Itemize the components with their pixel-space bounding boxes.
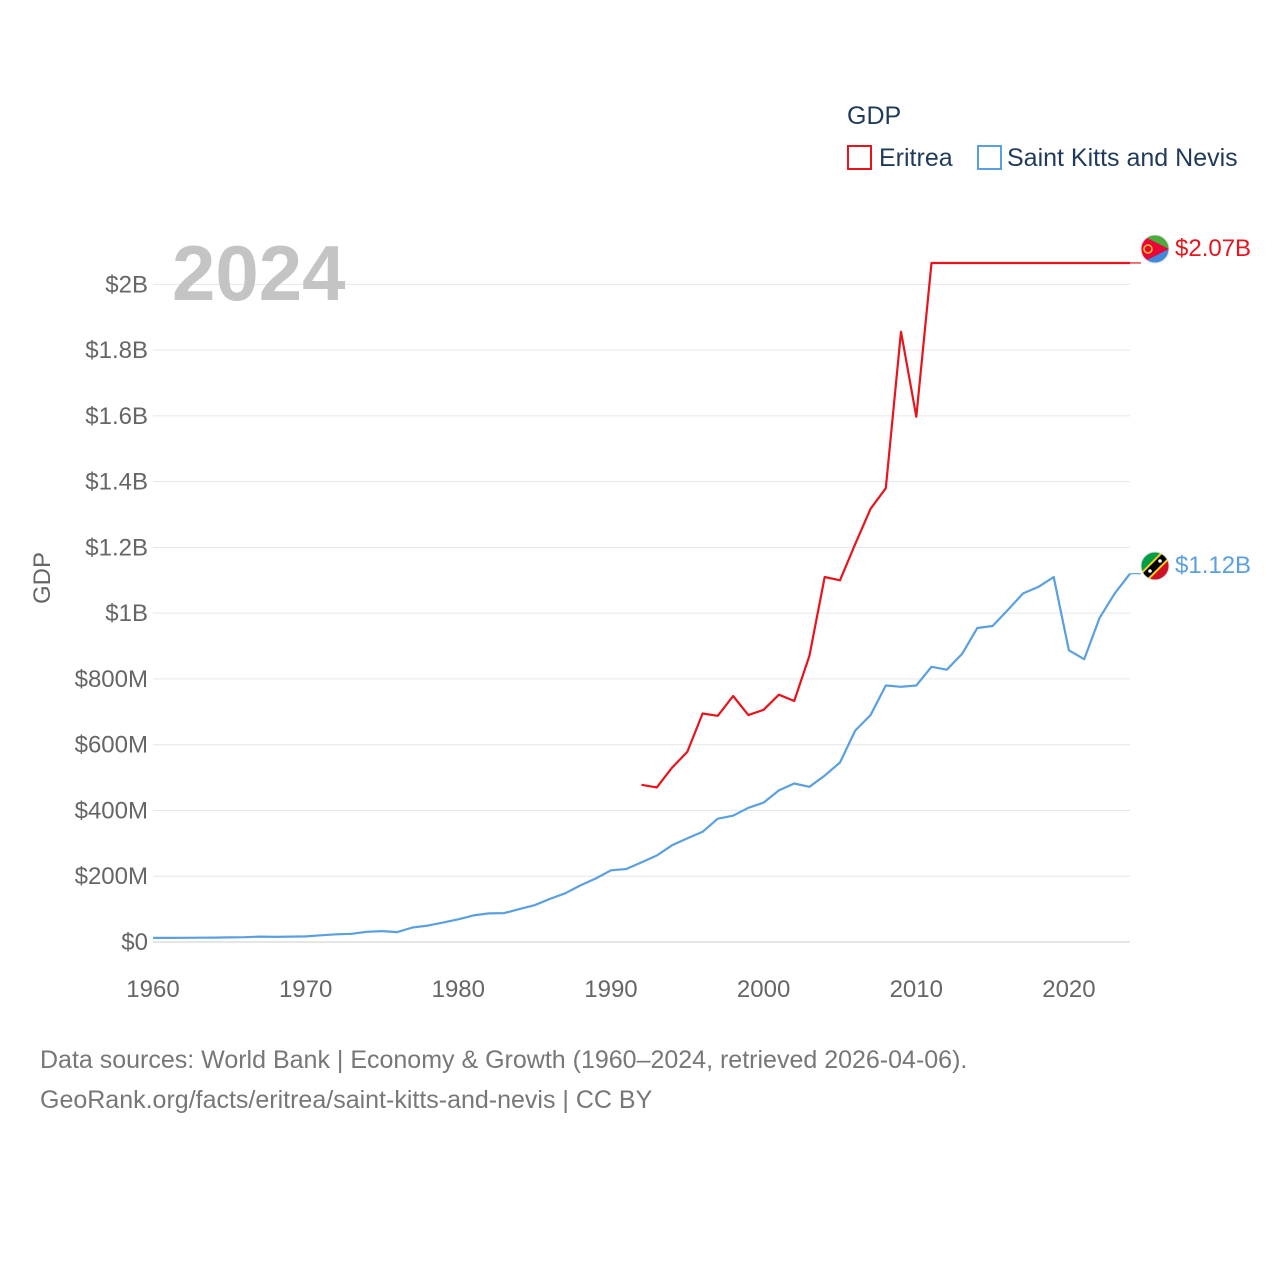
source-url[interactable]: GeoRank.org/facts/eritrea/saint-kitts-an…: [40, 1086, 653, 1114]
series-lines: [153, 261, 1141, 940]
saint-kitts-and-nevis-end-value-label: $1.12B: [1175, 552, 1251, 579]
y-tick-label: $1B: [105, 600, 148, 627]
data-source-note: Data sources: World Bank | Economy & Gro…: [40, 1046, 968, 1074]
x-tick-label: 2010: [890, 976, 943, 1003]
legend[interactable]: GDP Eritrea Saint Kitts and Nevis: [847, 102, 1238, 172]
y-tick-label: $600M: [75, 732, 148, 759]
saint-kitts-and-nevis-flag-icon: [1140, 551, 1170, 581]
current-year-label: 2024: [172, 229, 346, 317]
legend-item-eritrea[interactable]: Eritrea: [847, 144, 953, 172]
x-tick-label: 2000: [737, 976, 790, 1003]
legend-title: GDP: [847, 102, 901, 130]
gdp-line-chart: $0 $200M $400M $600M $800M $1B $1.2B $1.4B $1.6B…: [29, 102, 1251, 1003]
y-tick-label: $1.6B: [85, 403, 148, 430]
legend-item-saint-kitts-and-nevis[interactable]: Saint Kitts and Nevis: [977, 144, 1238, 172]
x-tick-label: 1980: [432, 976, 485, 1003]
y-tick-label: $800M: [75, 666, 148, 693]
legend-label-eritrea: Eritrea: [879, 144, 953, 172]
y-axis-title: GDP: [29, 552, 56, 604]
y-tick-label: $1.2B: [85, 534, 148, 561]
y-tick-label: $1.4B: [85, 469, 148, 496]
series-line-saint-kitts-and-nevis[interactable]: [153, 573, 1131, 940]
eritrea-flag-icon: [1140, 234, 1170, 264]
y-axis-ticks: $0 $200M $400M $600M $800M $1B $1.2B $1.4B $1.6B…: [75, 271, 148, 956]
x-axis-ticks: 1960 1970 1980 1990 2000 2010 2020: [126, 976, 1095, 1003]
legend-label-saint-kitts-and-nevis: Saint Kitts and Nevis: [1007, 144, 1238, 172]
series-line-eritrea[interactable]: [641, 261, 1131, 789]
x-tick-label: 1990: [584, 976, 637, 1003]
y-tick-label: $1.8B: [85, 337, 148, 364]
x-tick-label: 2020: [1042, 976, 1095, 1003]
x-tick-label: 1960: [126, 976, 179, 1003]
y-tick-label: $200M: [75, 863, 148, 890]
legend-swatch-saint-kitts-and-nevis: [977, 145, 1002, 170]
footer: Data sources: World Bank | Economy & Gro…: [40, 1040, 1240, 1120]
grid-lines: [153, 283, 1130, 943]
eritrea-end-value-label: $2.07B: [1175, 235, 1251, 262]
y-tick-label: $2B: [105, 271, 148, 298]
y-tick-label: $0: [121, 929, 148, 956]
y-tick-label: $400M: [75, 797, 148, 824]
legend-swatch-eritrea: [847, 145, 872, 170]
x-tick-label: 1970: [279, 976, 332, 1003]
